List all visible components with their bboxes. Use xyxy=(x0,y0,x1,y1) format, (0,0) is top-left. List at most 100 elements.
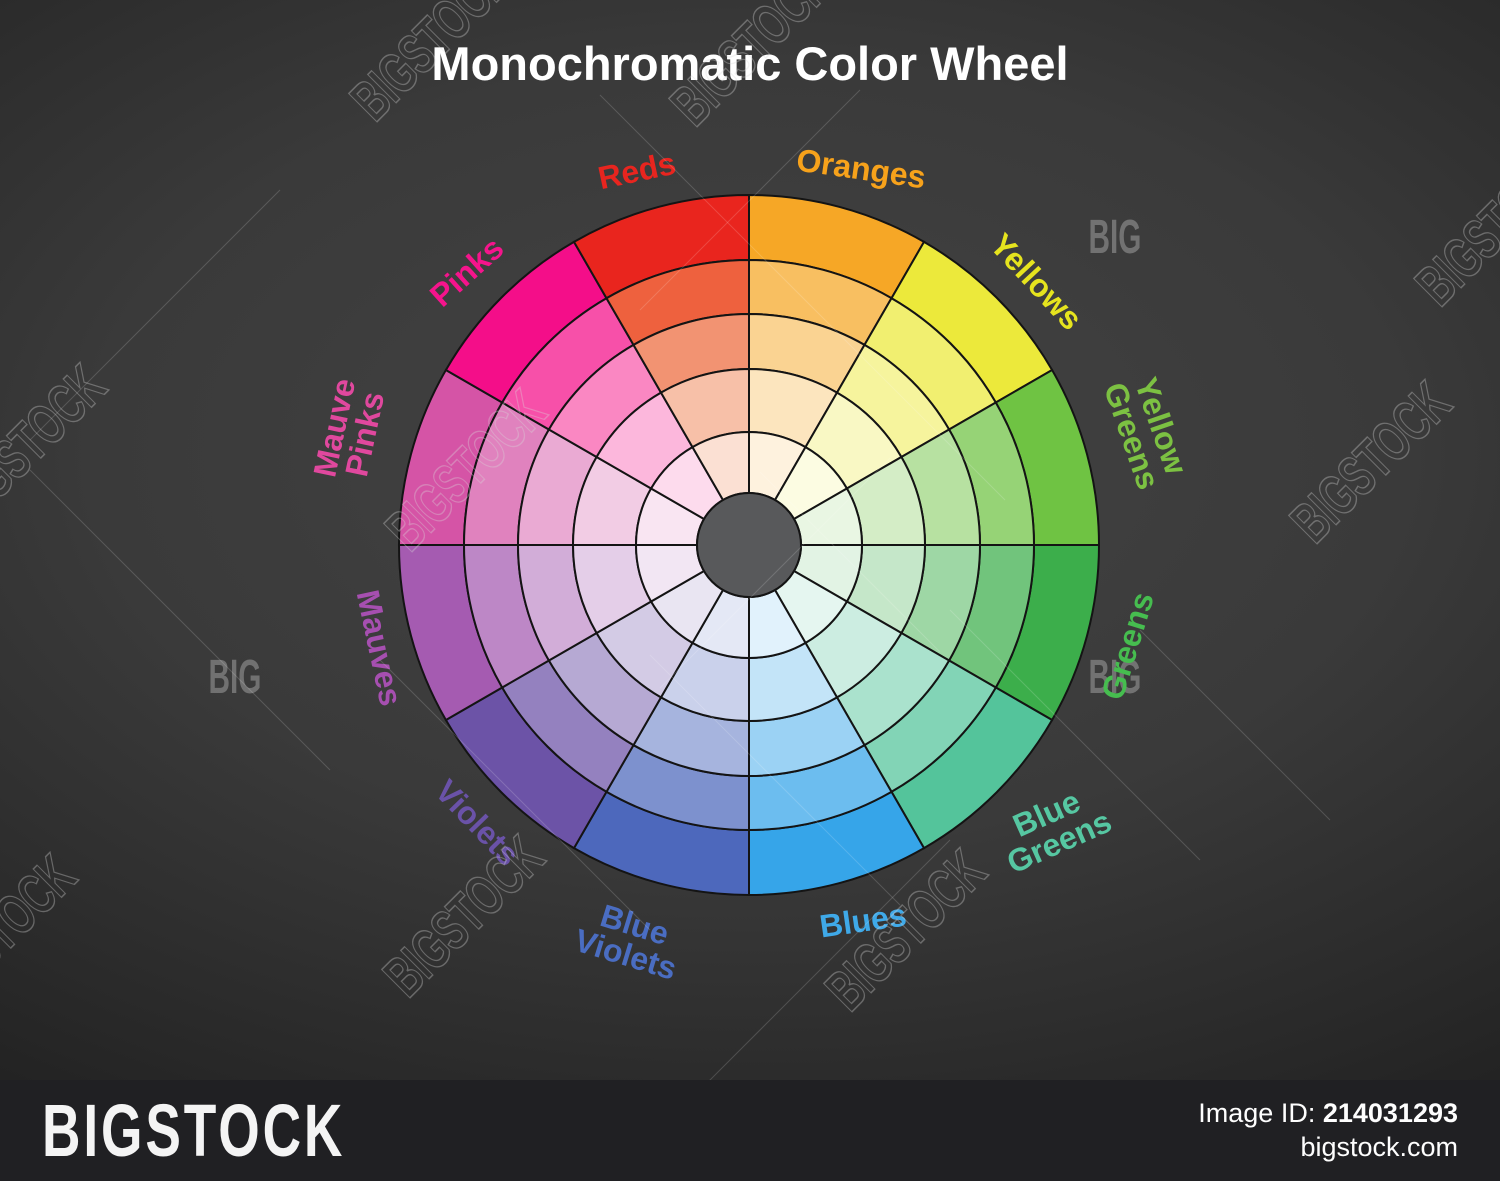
wheel-segment-greens-ring4 xyxy=(845,544,927,635)
sector-label-blues: Blues xyxy=(817,896,909,945)
bigstock-logo: BIGSTOCK xyxy=(42,1088,346,1172)
wheel-segment-mauves-ring2 xyxy=(462,544,551,689)
color-wheel-diagram xyxy=(397,193,1101,897)
wheel-segment-blue-greens-ring2 xyxy=(863,659,998,794)
wheel-segment-greens-ring5 xyxy=(792,544,864,603)
wheel-segment-blues-ring2 xyxy=(748,743,893,832)
watermark-line-4 xyxy=(759,471,941,653)
sector-label-greens: Greens xyxy=(1094,587,1161,704)
page-title: Monochromatic Color Wheel xyxy=(431,37,1069,90)
watermark-big-text-1: BIG xyxy=(1089,211,1142,264)
watermark-bigstock-outline-8: BIGSTOCK xyxy=(1404,133,1500,317)
wheel-segment-mauve-pinks-ring2 xyxy=(462,401,551,546)
wheel-segment-violets-ring4 xyxy=(595,600,694,699)
wheel-segment-yellow-greens-ring4 xyxy=(845,455,927,546)
wheel-segment-mauve-pinks-ring5 xyxy=(634,487,706,546)
watermark-bigstock-outline-4: BIGSTOCK xyxy=(1279,370,1463,554)
watermark-bigstock-outline-6: BIGSTOCK xyxy=(372,824,556,1008)
wheel-segment-yellows-ring3 xyxy=(835,343,951,459)
wheel-segment-blue-greens-ring4 xyxy=(804,600,903,699)
wheel-segment-oranges-ring4 xyxy=(748,367,839,449)
wheel-segment-blue-greens-ring5 xyxy=(773,569,849,645)
wheel-segment-blue-violets-ring2 xyxy=(605,743,750,832)
color-wheel-artwork: Monochromatic Color Wheel BIG BIG BIG BIG BI… xyxy=(0,0,1500,1080)
watermark-big-text-0: BIG xyxy=(650,211,703,264)
site-url: bigstock.com xyxy=(1300,1131,1458,1162)
sector-label-violets: Violets xyxy=(428,772,527,873)
wheel-segment-blue-violets-ring1 xyxy=(572,790,750,897)
wheel-segment-blues-ring1 xyxy=(748,790,926,897)
image-id-line: Image ID: 214031293 xyxy=(1198,1097,1458,1131)
wheel-segment-mauves-ring3 xyxy=(516,544,598,662)
image-meta: Image ID: 214031293 bigstock.com xyxy=(1198,1097,1458,1165)
sector-label-pinks: Pinks xyxy=(422,229,511,314)
wheel-segment-blue-violets-ring3 xyxy=(632,696,750,778)
footer-bar: BIGSTOCK Image ID: 214031293 bigstock.co… xyxy=(0,1080,1500,1181)
sector-label-oranges: Oranges xyxy=(794,141,928,196)
watermark-line-3 xyxy=(29,469,331,771)
watermark-bigstock-outline-5: BIGSTOCK xyxy=(0,843,89,1027)
watermark-big-text-2: BIG xyxy=(209,651,262,704)
sector-label-blue-violets: Blue Violets xyxy=(570,897,681,987)
wheel-segment-yellow-greens-ring3 xyxy=(900,428,982,546)
wheel-center-circle xyxy=(696,492,802,598)
sector-label-blue-greens: Blue Greens xyxy=(1001,782,1117,881)
sector-label-mauves: Mauves xyxy=(349,586,410,710)
wheel-segment-mauve-pinks-ring1 xyxy=(397,368,504,546)
wheel-segment-yellow-greens-ring5 xyxy=(792,487,864,546)
watermark-bigstock-outline-3: BIGSTOCK xyxy=(374,378,558,562)
wheel-segment-blue-violets-ring4 xyxy=(659,641,750,723)
wheel-segment-yellow-greens-ring2 xyxy=(947,401,1036,546)
wheel-segment-blues-ring4 xyxy=(748,641,839,723)
wheel-segment-reds-ring3 xyxy=(632,312,750,394)
wheel-segment-mauve-pinks-ring4 xyxy=(571,455,653,546)
watermark-layer-over: BIGSTOCK BIGSTOCK BIGSTOCK BIGSTOCK BIGSTOCK… xyxy=(0,0,1500,1080)
wheel-segment-oranges-ring2 xyxy=(748,258,893,347)
wheel-segment-violets-ring5 xyxy=(649,569,725,645)
wheel-segment-oranges-ring1 xyxy=(748,193,926,300)
watermark-line-6 xyxy=(649,654,901,906)
wheel-segment-greens-ring3 xyxy=(900,544,982,662)
wheel-segment-mauves-ring4 xyxy=(571,544,653,635)
watermark-line-8 xyxy=(709,839,951,1080)
watermark-line-10 xyxy=(1139,629,1331,821)
wheel-segment-violets-ring3 xyxy=(547,631,663,747)
wheel-segment-pinks-ring3 xyxy=(547,343,663,459)
watermark-line-2 xyxy=(29,189,281,441)
watermark-line-5 xyxy=(659,457,891,689)
sector-label-mauve-pinks: Mauve Pinks xyxy=(306,375,392,481)
wheel-segment-mauve-pinks-ring3 xyxy=(516,428,598,546)
wheel-segment-reds-ring4 xyxy=(659,367,750,449)
wheel-segment-yellow-greens-ring1 xyxy=(994,368,1101,546)
wheel-segment-yellows-ring5 xyxy=(773,445,849,521)
wheel-segment-blues-ring3 xyxy=(748,696,866,778)
sector-label-yellows: Yellows xyxy=(983,226,1090,337)
wheel-segment-blue-violets-ring5 xyxy=(691,588,750,660)
wheel-segment-violets-ring2 xyxy=(500,659,635,794)
watermark-line-7 xyxy=(379,659,651,931)
wheel-segment-pinks-ring4 xyxy=(595,391,694,490)
wheel-segment-mauves-ring5 xyxy=(634,544,706,603)
wheel-segment-blue-greens-ring3 xyxy=(835,631,951,747)
wheel-segment-greens-ring1 xyxy=(994,544,1101,722)
sector-label-yellow-greens: Yellow Greens xyxy=(1096,372,1195,494)
wheel-segment-pinks-ring2 xyxy=(500,296,635,431)
wheel-segment-pinks-ring5 xyxy=(649,445,725,521)
watermark-big-text-3: BIG xyxy=(650,651,703,704)
wheel-segment-reds-ring1 xyxy=(572,193,750,300)
wheel-segment-blues-ring5 xyxy=(748,588,807,660)
wheel-segment-oranges-ring5 xyxy=(748,430,807,502)
wheel-segment-greens-ring2 xyxy=(947,544,1036,689)
image-id-label: Image ID: xyxy=(1198,1097,1316,1128)
wheel-segment-reds-ring5 xyxy=(691,430,750,502)
watermark-bigstock-outline-2: BIGSTOCK xyxy=(0,353,119,537)
wheel-segment-mauves-ring1 xyxy=(397,544,504,722)
sector-label-reds: Reds xyxy=(594,144,679,197)
wheel-segment-oranges-ring3 xyxy=(748,312,866,394)
wheel-segment-yellows-ring4 xyxy=(804,391,903,490)
watermark-line-1 xyxy=(639,89,861,311)
wheel-segment-reds-ring2 xyxy=(605,258,750,347)
wheel-segment-yellows-ring2 xyxy=(863,296,998,431)
